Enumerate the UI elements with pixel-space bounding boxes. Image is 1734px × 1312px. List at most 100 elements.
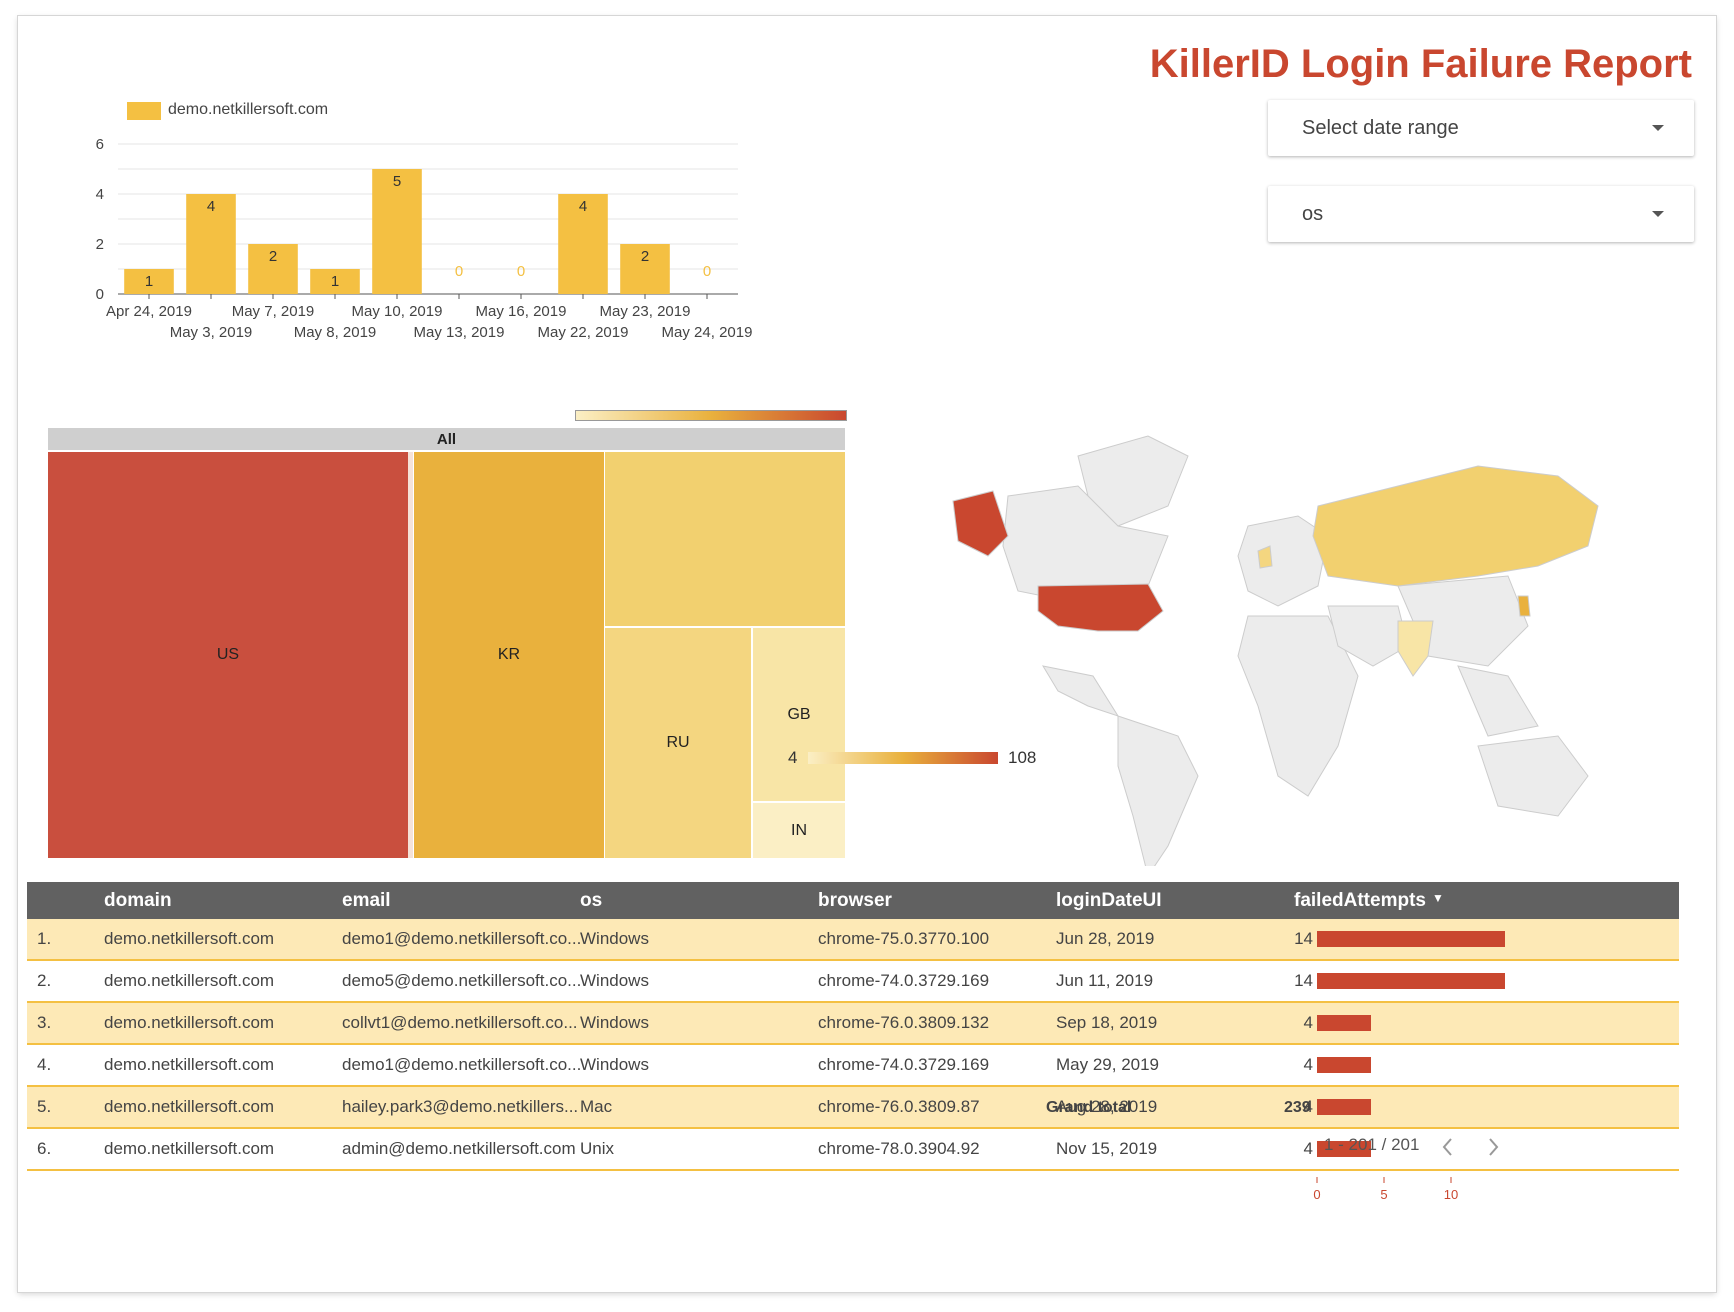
map-europe: [1237, 515, 1329, 607]
sort-desc-icon[interactable]: ▼: [1432, 891, 1444, 905]
y-tick-label: 4: [96, 186, 104, 203]
map-india: [1397, 620, 1434, 677]
date-range-label: Select date range: [1302, 117, 1459, 139]
treemap-divider: [408, 452, 413, 858]
table-row[interactable]: 1. demo.netkillersoft.com demo1@demo.netki…: [27, 919, 1679, 961]
treemap-label: KR: [497, 646, 521, 663]
date-range-dropdown[interactable]: Select date range: [1268, 100, 1694, 156]
cell-browser: chrome-74.0.3729.169: [818, 971, 990, 990]
x-tick-label: May 10, 2019: [352, 303, 443, 320]
cell-email: demo5@demo.netkillersoft.co...: [342, 971, 582, 990]
table-row[interactable]: 3. demo.netkillersoft.com collvt1@demo.net…: [27, 1003, 1679, 1045]
cell-date: Jun 11, 2019: [1056, 971, 1154, 990]
y-tick-label: 0: [96, 286, 104, 303]
world-map[interactable]: [918, 416, 1678, 866]
cell-domain: demo.netkillersoft.com: [104, 1139, 275, 1158]
cell-date: Sep 18, 2019: [1056, 1013, 1158, 1032]
bar-value-label: 4: [579, 198, 587, 215]
cell-email: demo1@demo.netkillersoft.co...: [342, 1055, 582, 1074]
treemap-color-scale: [575, 410, 847, 421]
treemap-cell-gb[interactable]: GB: [753, 628, 845, 801]
cell-failed-attempts: 4: [1303, 1097, 1313, 1116]
cell-date: Jun 28, 2019: [1056, 929, 1155, 948]
x-tick-label: May 16, 2019: [476, 303, 567, 320]
cell-failed-attempts: 4: [1303, 1013, 1313, 1032]
bar-value-label: 0: [703, 263, 711, 280]
failed-attempts-bar: [1317, 1099, 1371, 1115]
map-alaska: [952, 490, 1009, 557]
col-domain[interactable]: domain: [104, 890, 172, 911]
x-tick-label: May 7, 2019: [232, 303, 315, 320]
bar-value-label: 0: [517, 263, 525, 280]
cell-email: admin@demo.netkillersoft.com: [342, 1139, 576, 1158]
map-legend-min: 4: [788, 748, 798, 767]
row-index: 5.: [37, 1097, 52, 1116]
bar: [620, 244, 670, 294]
bar-value-label: 0: [455, 263, 463, 280]
row-index: 3.: [37, 1013, 52, 1032]
pagination-info: 1 - 201 / 201: [1324, 1135, 1420, 1154]
col-browser[interactable]: browser: [818, 890, 892, 911]
bar-value-label: 2: [641, 248, 649, 265]
bar-axis-label: 5: [1380, 1187, 1387, 1202]
cell-os: Windows: [580, 929, 649, 948]
map-usa: [1037, 583, 1164, 632]
treemap-cell-in[interactable]: IN: [753, 803, 845, 858]
table-row[interactable]: 6. demo.netkillersoft.com admin@demo.netki…: [27, 1129, 1679, 1171]
cell-os: Windows: [580, 1013, 649, 1032]
chevron-left-icon[interactable]: [1440, 1136, 1456, 1158]
row-index: 2.: [37, 971, 52, 990]
x-tick-label: May 13, 2019: [414, 324, 505, 341]
y-tick-label: 6: [96, 136, 104, 153]
cell-date: Aug 28, 2019: [1056, 1097, 1158, 1116]
map-australia: [1477, 735, 1589, 817]
grand-total-value: 239: [1284, 1099, 1311, 1116]
cell-domain: demo.netkillersoft.com: [104, 929, 275, 948]
col-email[interactable]: email: [342, 890, 391, 911]
bar-chart: 0 2 4 6 1 Apr 24, 2019 4 May 3, 2019 2 May 7, 201…: [96, 136, 753, 341]
row-index: 4.: [37, 1055, 52, 1074]
cell-domain: demo.netkillersoft.com: [104, 1013, 275, 1032]
treemap-cell-kr[interactable]: KR: [414, 452, 604, 858]
table-row[interactable]: 2. demo.netkillersoft.com demo5@demo.netki…: [27, 961, 1679, 1003]
table-row[interactable]: 5. demo.netkillersoft.com hailey.park3@dem…: [27, 1087, 1679, 1129]
failed-attempts-bar: [1317, 931, 1505, 947]
cell-email: demo1@demo.netkillersoft.co...: [342, 929, 582, 948]
col-os[interactable]: os: [580, 890, 603, 911]
treemap-label: GB: [787, 705, 811, 723]
failed-attempts-bar: [1317, 1141, 1371, 1157]
treemap-cell-other[interactable]: [605, 452, 845, 626]
cell-os: Windows: [580, 1055, 649, 1074]
bar-axis-label: 10: [1444, 1187, 1458, 1202]
row-index: 6.: [37, 1139, 52, 1158]
os-filter-label: os: [1302, 203, 1324, 225]
page-title: KillerID Login Failure Report: [1149, 42, 1692, 86]
map-middle-east: [1327, 605, 1409, 667]
cell-browser: chrome-76.0.3809.87: [818, 1097, 980, 1116]
bar-value-label: 1: [331, 273, 339, 290]
cell-browser: chrome-78.0.3904.92: [818, 1139, 980, 1158]
cell-failed-attempts: 4: [1303, 1139, 1313, 1158]
bar: [310, 269, 360, 294]
grand-total-label: Grand total: [1046, 1099, 1132, 1116]
chevron-right-icon[interactable]: [1485, 1136, 1501, 1158]
bar-value-label: 2: [269, 248, 277, 265]
treemap-root[interactable]: All: [48, 428, 845, 450]
col-failedattempts[interactable]: failedAttempts: [1294, 890, 1426, 911]
x-tick-label: May 24, 2019: [662, 324, 753, 341]
data-table: domain email os browser loginDateUI fail…: [27, 882, 1679, 1202]
cell-domain: demo.netkillersoft.com: [104, 1097, 275, 1116]
map-mexico: [1041, 665, 1120, 717]
map-russia: [1312, 465, 1599, 587]
treemap-cell-ru[interactable]: RU: [605, 628, 751, 858]
bar: [248, 244, 298, 294]
bar-value-label: 1: [145, 273, 153, 290]
os-filter-dropdown[interactable]: os: [1268, 186, 1694, 242]
col-logindateui[interactable]: loginDateUI: [1056, 890, 1162, 911]
table-row[interactable]: 4. demo.netkillersoft.com demo1@demo.netki…: [27, 1045, 1679, 1087]
x-tick-label: May 8, 2019: [294, 324, 377, 341]
cell-date: May 29, 2019: [1056, 1055, 1160, 1074]
failed-attempts-bar: [1317, 1057, 1371, 1073]
bar-value-label: 4: [207, 198, 215, 215]
treemap-cell-us[interactable]: US: [48, 452, 408, 858]
